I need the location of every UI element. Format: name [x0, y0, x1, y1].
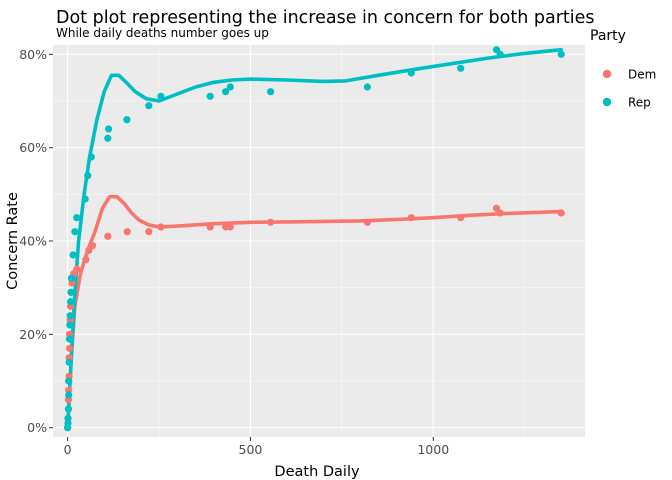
data-point-rep	[222, 88, 230, 96]
data-point-rep	[67, 288, 75, 296]
data-point-rep	[64, 414, 72, 422]
data-point-rep	[65, 358, 73, 366]
data-point-dem	[157, 223, 165, 231]
y-tick-label: 0%	[27, 420, 47, 435]
legend-label-rep: Rep	[628, 96, 651, 110]
x-tick-label: 1000	[417, 442, 449, 457]
data-point-dem	[123, 228, 131, 236]
data-point-rep	[67, 274, 75, 282]
data-point-dem	[557, 209, 565, 217]
data-point-rep	[65, 377, 73, 385]
data-point-dem	[363, 218, 371, 226]
data-point-rep	[206, 92, 214, 100]
data-point-rep	[64, 405, 72, 413]
data-point-rep	[81, 195, 89, 203]
x-axis-title: Death Daily	[274, 464, 360, 480]
data-point-rep	[123, 116, 131, 124]
data-point-rep	[73, 214, 81, 222]
y-tick-label: 40%	[19, 234, 47, 249]
data-point-rep	[66, 321, 74, 329]
data-point-dem	[407, 214, 415, 222]
x-tick-label: 0	[64, 442, 72, 457]
data-point-dem	[88, 242, 97, 250]
legend-label-dem: Dem	[628, 68, 656, 82]
data-point-rep	[145, 102, 153, 110]
data-point-dem	[496, 209, 504, 217]
data-point-rep	[66, 312, 74, 320]
data-point-dem	[267, 218, 275, 226]
data-point-rep	[363, 83, 371, 91]
data-point-rep	[69, 251, 77, 259]
legend: Party Dem Rep	[590, 28, 656, 110]
data-point-dem	[104, 232, 112, 240]
data-point-rep	[84, 172, 92, 180]
data-point-dem	[73, 265, 81, 273]
data-point-dem	[82, 256, 90, 264]
data-point-rep	[67, 298, 75, 306]
data-point-rep	[87, 153, 95, 161]
data-points	[64, 46, 565, 432]
y-tick-label: 60%	[19, 140, 47, 155]
chart-subtitle: While daily deaths number goes up	[56, 26, 269, 40]
data-point-rep	[267, 88, 275, 96]
data-point-dem	[457, 214, 465, 222]
data-point-rep	[65, 391, 73, 399]
legend-title: Party	[590, 28, 626, 44]
data-point-rep	[557, 50, 565, 58]
data-point-rep	[71, 228, 79, 236]
data-point-dem	[65, 344, 74, 352]
legend-key-dem	[602, 69, 612, 79]
axis-ticks: 0 500 1000 0% 20% 40% 60% 80%	[19, 47, 449, 457]
x-tick-label: 500	[239, 442, 263, 457]
y-tick-label: 80%	[19, 47, 47, 62]
data-point-rep	[496, 50, 504, 58]
data-point-rep	[65, 335, 74, 343]
data-point-dem	[206, 223, 214, 231]
data-point-rep	[157, 92, 165, 100]
data-point-rep	[104, 134, 112, 142]
data-point-rep	[457, 64, 465, 72]
legend-entries: Dem Rep	[602, 68, 656, 110]
data-point-rep	[226, 83, 234, 91]
y-tick-label: 20%	[19, 327, 47, 342]
y-axis-title: Concern Rate	[5, 192, 21, 290]
data-point-rep	[407, 69, 415, 77]
data-point-dem	[226, 223, 234, 231]
chart-title: Dot plot representing the increase in co…	[56, 8, 595, 28]
grid-lines	[53, 45, 585, 437]
data-point-rep	[105, 125, 113, 133]
data-point-dem	[145, 228, 153, 236]
legend-key-rep	[602, 97, 612, 107]
